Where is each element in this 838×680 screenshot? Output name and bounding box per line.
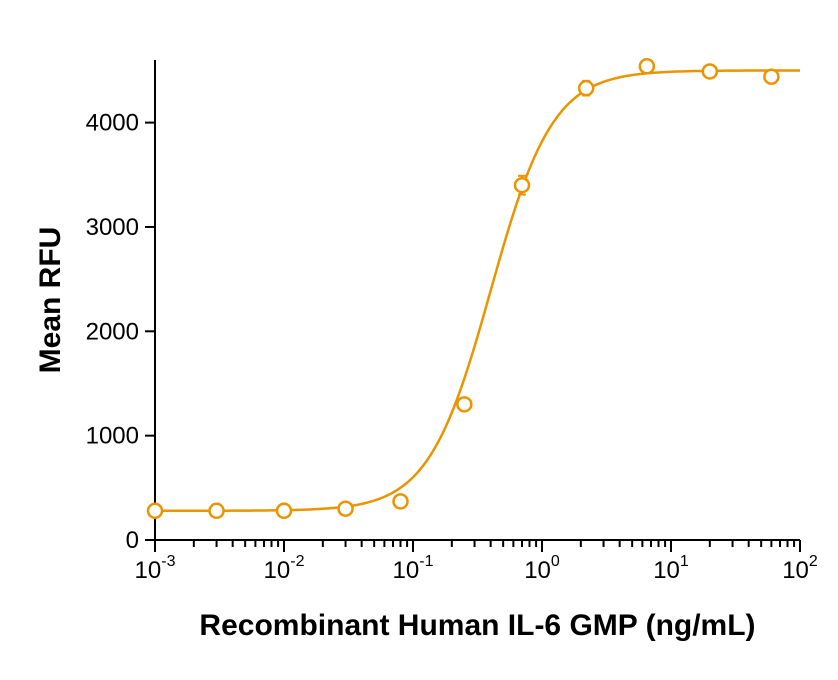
x-axis-title: Recombinant Human IL-6 GMP (ng/mL) [199, 609, 755, 642]
data-point [764, 70, 778, 84]
y-tick-label: 0 [126, 527, 139, 554]
data-point [515, 178, 529, 192]
y-tick-label: 1000 [86, 423, 139, 450]
data-point [703, 64, 717, 78]
data-point [393, 494, 407, 508]
chart-container: 0 1000 2000 3000 4000 Mean RFU 10-3 10-2 10-1 100… [0, 0, 838, 680]
y-tick-label: 4000 [86, 110, 139, 137]
x-tick-label: 10-3 [135, 553, 176, 584]
y-tick-label: 3000 [86, 214, 139, 241]
x-tick-label: 100 [524, 553, 560, 584]
data-point [339, 502, 353, 516]
data-point [210, 504, 224, 518]
fit-curve [155, 70, 800, 510]
y-tick-label: 2000 [86, 318, 139, 345]
data-point [457, 397, 471, 411]
data-point [148, 504, 162, 518]
data-point [579, 81, 593, 95]
x-tick-label: 10-2 [264, 553, 305, 584]
x-tick-label: 102 [782, 553, 818, 584]
y-axis-title: Mean RFU [34, 227, 67, 374]
x-tick-label: 10-1 [393, 553, 434, 584]
x-tick-label: 101 [653, 553, 689, 584]
data-point [640, 59, 654, 73]
data-point [277, 504, 291, 518]
dose-response-chart: 0 1000 2000 3000 4000 Mean RFU 10-3 10-2 10-1 100… [0, 0, 838, 680]
